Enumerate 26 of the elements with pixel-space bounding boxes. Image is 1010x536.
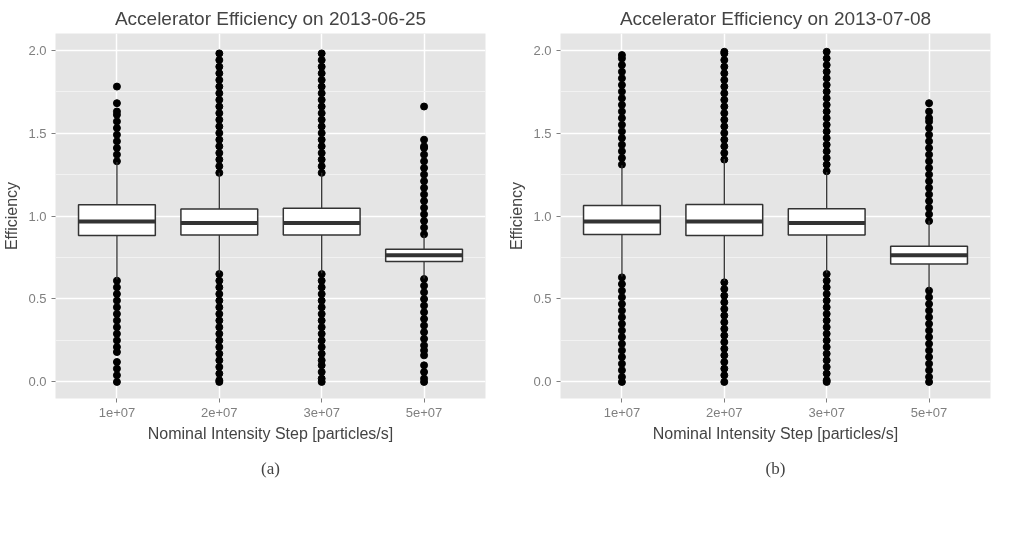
y-axis-title: Efficiency [3, 181, 21, 251]
y-tick-label: 2.0 [533, 42, 552, 58]
y-tick-label: 1.0 [533, 208, 552, 224]
y-tick-label: 0.5 [533, 291, 552, 307]
y-tick-label: 2.0 [28, 42, 47, 58]
x-tick-label: 1e+07 [603, 404, 641, 420]
x-tick-label: 3e+07 [303, 404, 340, 420]
chart-title: Accelerator Efficiency on 2013-07-08 [619, 7, 932, 29]
x-tick-label: 2e+07 [706, 404, 743, 420]
y-tick-label: 0.5 [28, 291, 47, 307]
y-tick-label: 1.5 [533, 125, 552, 141]
y-tick-label: 1.5 [28, 125, 47, 141]
x-tick-label: 3e+07 [808, 404, 845, 420]
x-tick-label: 5e+07 [910, 404, 948, 420]
y-axis-title: Efficiency [508, 181, 526, 251]
y-tick-label: 0.0 [533, 374, 552, 390]
x-tick-label: 5e+07 [405, 404, 443, 420]
chart-title: Accelerator Efficiency on 2013-06-25 [114, 7, 427, 29]
text: (a) [261, 459, 280, 478]
x-tick-label: 2e+07 [201, 404, 238, 420]
x-axis-title: Nominal Intensity Step [particles/s] [147, 424, 394, 442]
y-tick-label: 0.0 [28, 374, 47, 390]
x-axis-title: Nominal Intensity Step [particles/s] [652, 424, 899, 442]
x-tick-label: 1e+07 [98, 404, 136, 420]
y-tick-label: 1.0 [28, 208, 47, 224]
text: (b) [765, 459, 786, 478]
